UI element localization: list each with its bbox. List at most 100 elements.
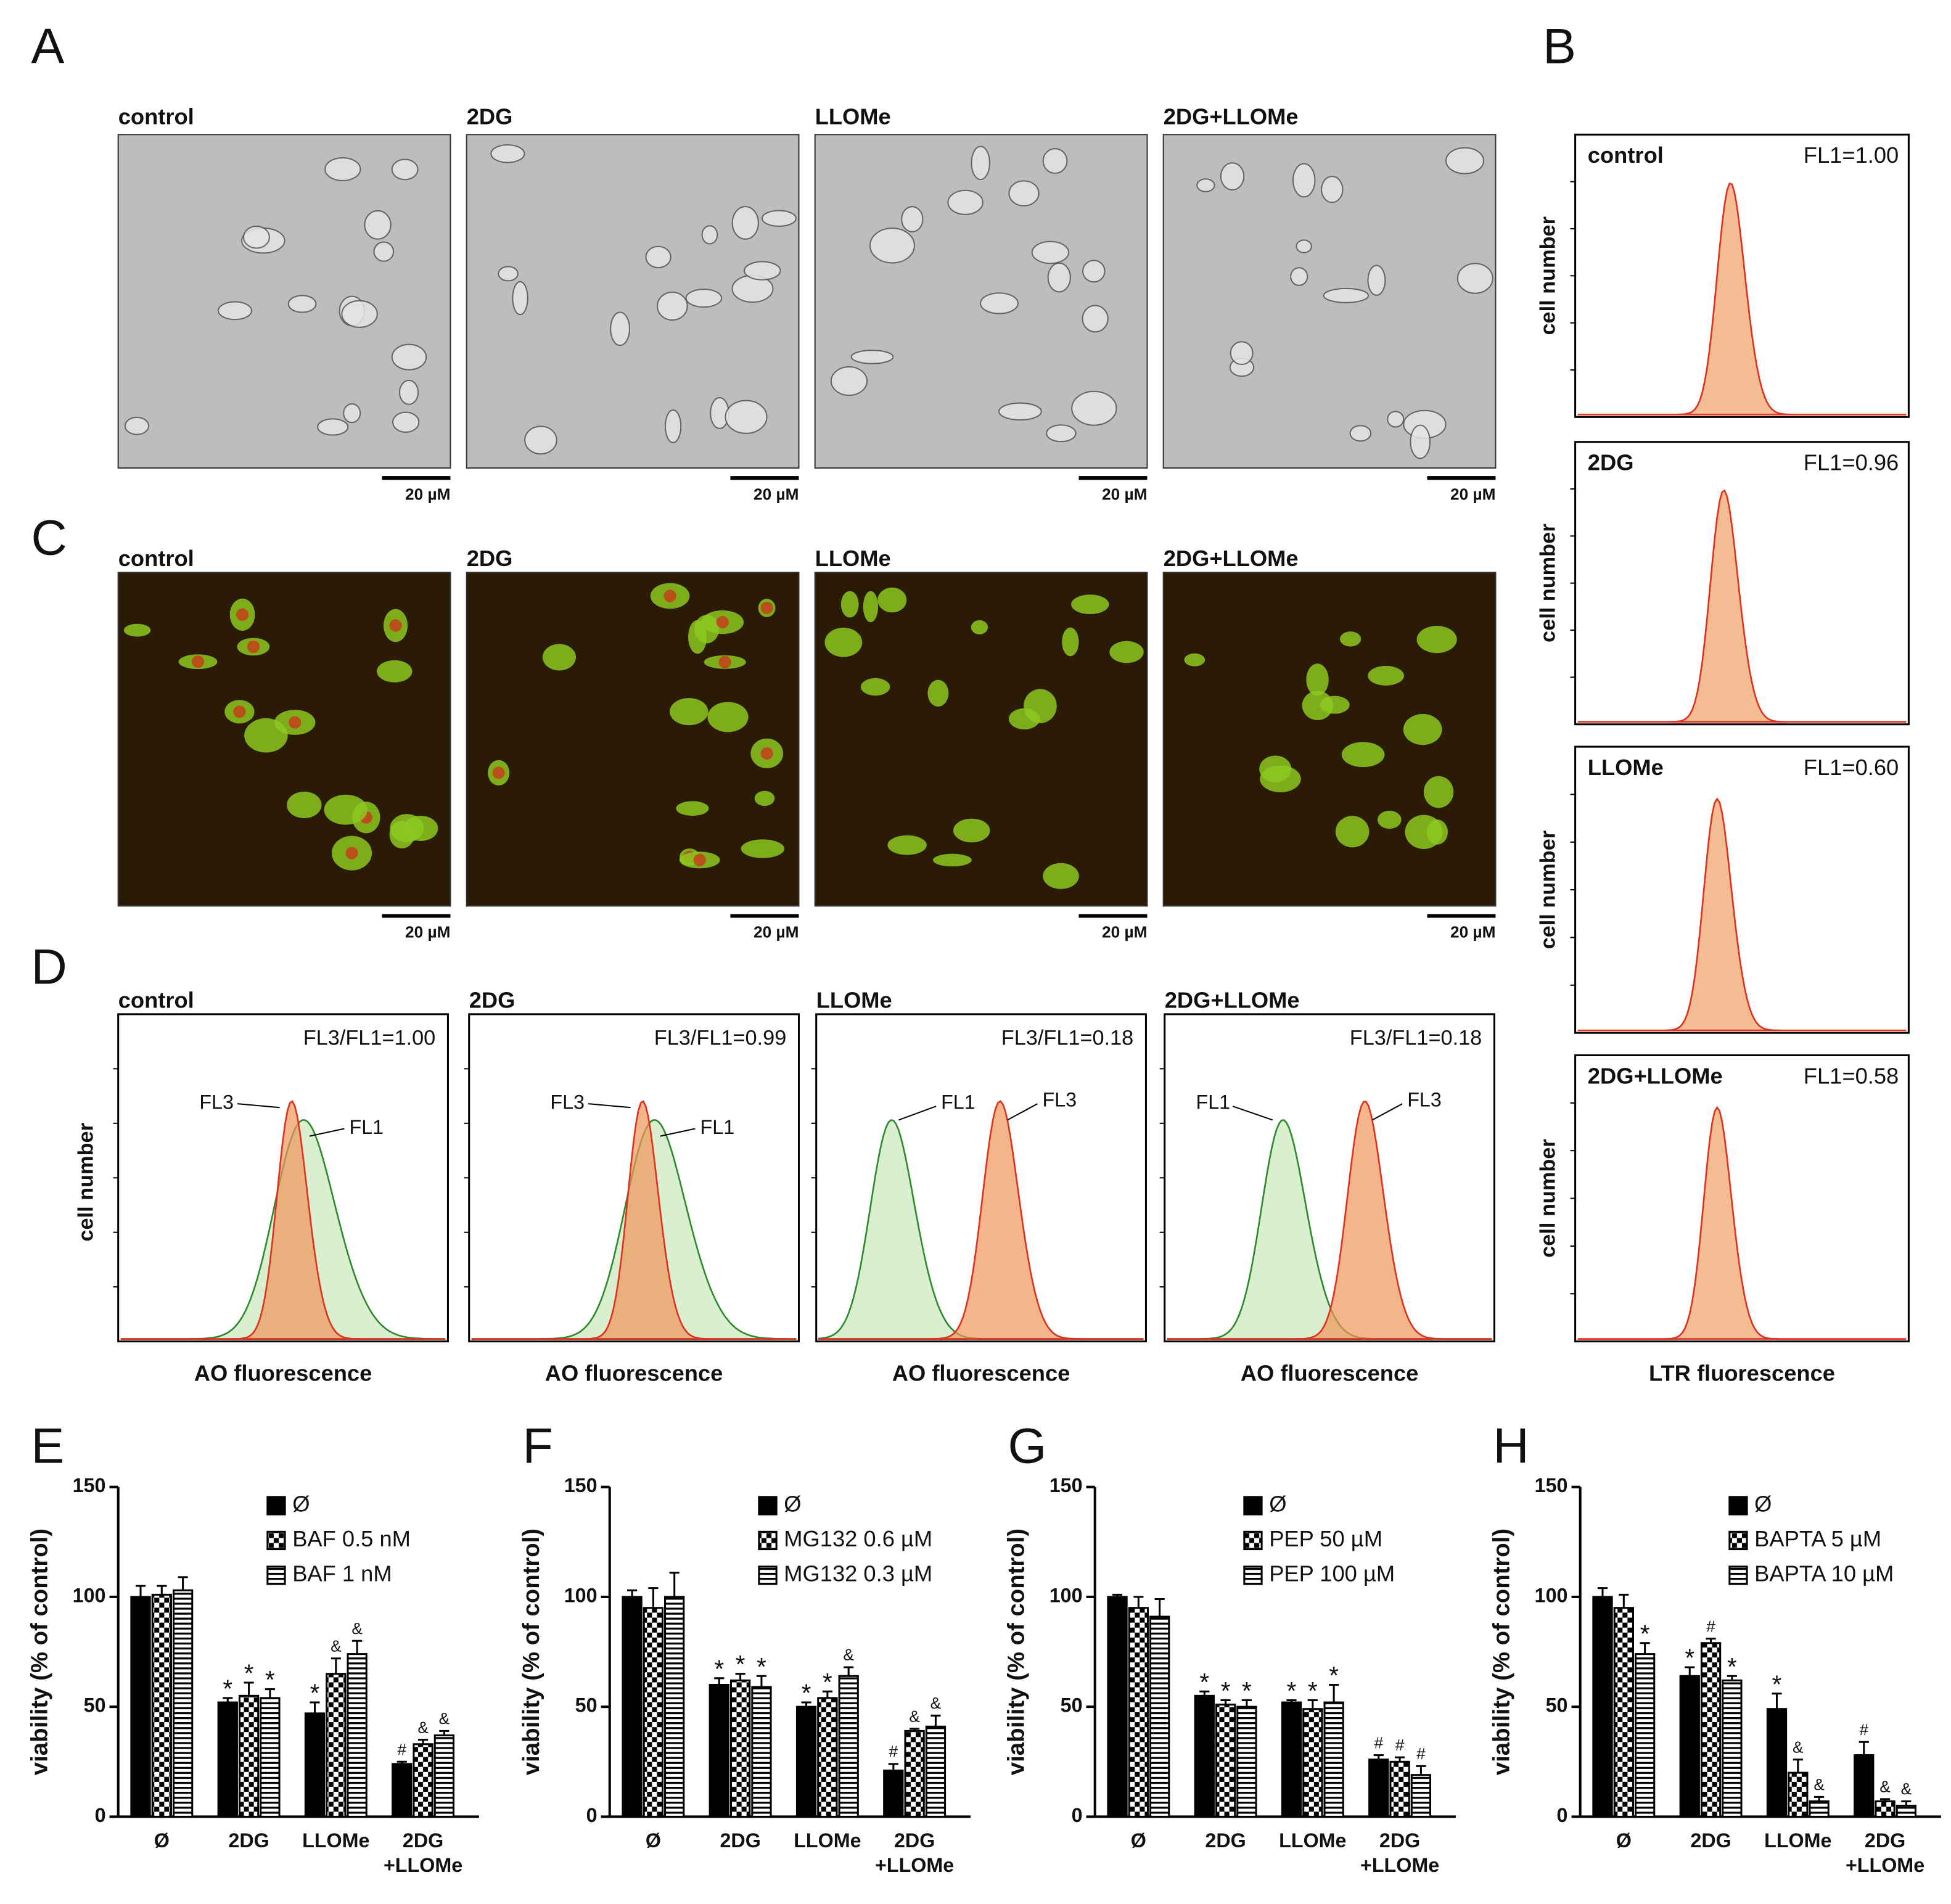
cell — [1196, 178, 1215, 192]
scale-bar-label: 20 µM — [754, 485, 799, 503]
significance-mark: & — [1813, 1775, 1825, 1794]
cell — [688, 620, 707, 654]
panel-letter: B — [1543, 18, 1576, 74]
bar — [433, 1734, 455, 1818]
scale-bar-label: 20 µM — [1102, 923, 1147, 942]
error-bar — [1640, 1642, 1650, 1654]
arrow — [309, 1128, 345, 1137]
x-tick-line: 2DG — [1865, 1829, 1905, 1851]
error-bar — [1373, 1754, 1384, 1760]
x-tick-line: 2DG — [1379, 1829, 1420, 1851]
cell — [1082, 260, 1106, 283]
error-bar — [1416, 1765, 1426, 1775]
bar — [1323, 1701, 1344, 1818]
cell — [731, 206, 759, 240]
bar — [1875, 1800, 1896, 1818]
bar — [1194, 1694, 1215, 1818]
cell — [1109, 641, 1144, 663]
lysosome — [289, 716, 302, 729]
cell — [761, 210, 797, 227]
bar — [1281, 1701, 1302, 1818]
bar — [1302, 1708, 1323, 1818]
image-label: 2DG — [467, 104, 513, 129]
ltr-histogram — [1577, 1106, 1907, 1340]
cell — [1320, 696, 1350, 714]
cell — [901, 206, 924, 232]
x-tick-label: 2DG — [1205, 1829, 1246, 1851]
x-tick-label: Ø — [154, 1829, 170, 1851]
error-bar — [244, 1681, 254, 1696]
error-bar — [352, 1639, 363, 1654]
cell — [124, 416, 150, 435]
x-tick-label: 2DG +LLOMe — [875, 1829, 954, 1876]
y-tick-label: 50 — [84, 1694, 106, 1717]
lysosome — [663, 589, 676, 602]
cell — [685, 289, 723, 308]
micrograph — [1162, 572, 1497, 907]
bar — [883, 1770, 904, 1818]
bar — [413, 1743, 433, 1818]
cell — [1416, 626, 1457, 654]
fl1-label: FL1 — [1196, 1091, 1231, 1114]
bar — [1215, 1704, 1236, 1818]
y-axis-label: cell number — [74, 1123, 97, 1242]
panel-letter: A — [31, 18, 64, 74]
cell — [1043, 863, 1079, 889]
cell — [341, 300, 378, 328]
x-tick-line: +LLOMe — [1846, 1854, 1924, 1876]
cell — [927, 679, 949, 707]
scale-bar-label: 20 µM — [1450, 923, 1495, 942]
cell — [1423, 776, 1454, 808]
cell — [1335, 816, 1370, 848]
cell — [542, 644, 577, 671]
x-axis-label: AO fluorescence — [194, 1361, 372, 1386]
legend-label: BAF 0.5 nM — [292, 1526, 411, 1551]
cell — [863, 591, 879, 623]
bar — [1722, 1679, 1743, 1818]
panel-letter: E — [31, 1418, 64, 1474]
panel-label: control — [118, 987, 194, 1012]
significance-mark: * — [1685, 1644, 1694, 1672]
error-bar — [735, 1673, 745, 1681]
cell — [1339, 631, 1362, 647]
legend-swatch — [1243, 1565, 1263, 1585]
legend-label: Ø — [292, 1492, 310, 1517]
arrow — [1007, 1103, 1038, 1121]
cell — [391, 343, 427, 371]
scale-bar-label: 20 µM — [1450, 485, 1495, 503]
significance-mark: # — [1859, 1720, 1868, 1739]
cell — [373, 241, 395, 262]
cell — [725, 400, 768, 434]
y-axis-label: cell number — [1536, 523, 1559, 642]
y-tick-label: 0 — [95, 1804, 106, 1826]
y-axis-label: viability (% of control) — [27, 1529, 53, 1775]
cell — [824, 627, 863, 657]
legend-swatch — [266, 1565, 286, 1585]
error-bar — [223, 1697, 233, 1703]
significance-mark: * — [1772, 1670, 1782, 1698]
cell — [398, 379, 419, 405]
y-axis-label: cell number — [1536, 216, 1559, 335]
panel-label: LLOMe — [816, 987, 892, 1012]
x-tick-line: 2DG — [1205, 1829, 1246, 1851]
y-axis-label: viability (% of control) — [1003, 1529, 1030, 1775]
legend-swatch — [1243, 1496, 1263, 1516]
x-tick-line: LLOMe — [794, 1829, 861, 1851]
error-bar — [1879, 1798, 1891, 1802]
cell — [741, 839, 785, 858]
micrograph — [117, 134, 451, 469]
error-bar — [669, 1572, 680, 1597]
cell — [1220, 162, 1245, 191]
y-tick-label: 50 — [1546, 1694, 1568, 1717]
bar — [238, 1694, 260, 1818]
x-tick-line: +LLOMe — [384, 1854, 462, 1876]
lysosome — [693, 853, 706, 866]
bar — [1368, 1758, 1389, 1818]
bar — [1896, 1805, 1917, 1818]
error-bar — [331, 1657, 341, 1674]
error-bar — [418, 1739, 429, 1744]
significance-mark: * — [1727, 1652, 1737, 1681]
panel-letter: G — [1008, 1418, 1046, 1474]
significance-mark: * — [310, 1679, 320, 1707]
significance-mark: & — [1901, 1779, 1912, 1798]
